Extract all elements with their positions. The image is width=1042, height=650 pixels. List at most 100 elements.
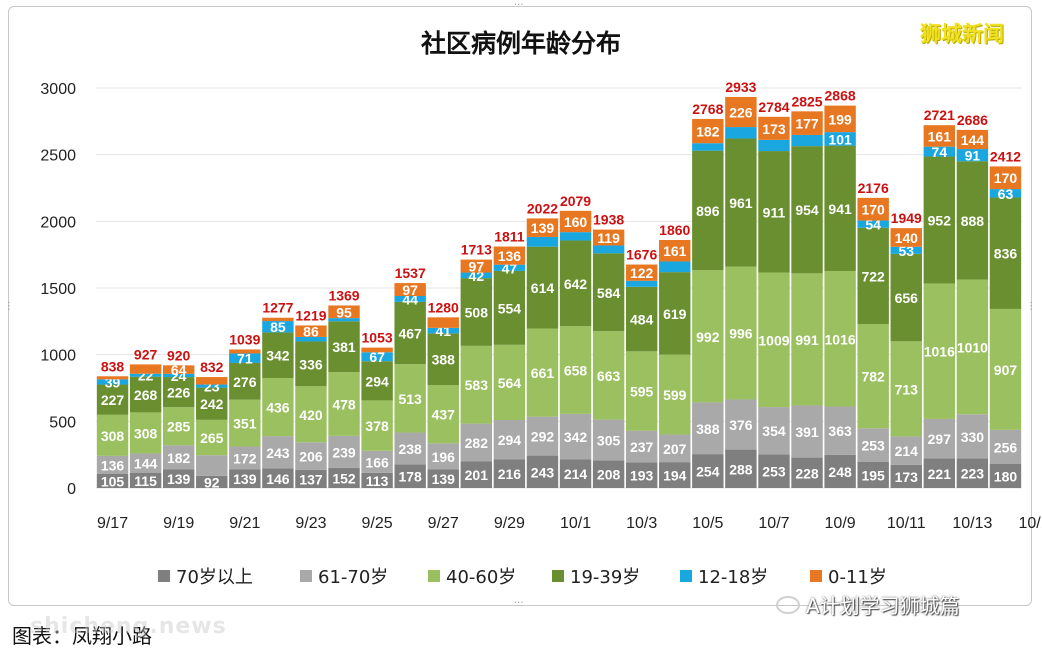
bar-segment-19-39岁-10/3 bbox=[625, 286, 658, 352]
data-label: 105 bbox=[101, 474, 125, 490]
data-label: 437 bbox=[432, 407, 456, 423]
bar-segment-70岁以上-9/22 bbox=[262, 468, 294, 488]
bar-segment-0-11岁-10/1 bbox=[559, 210, 592, 233]
bar-segment-70岁以上-10/11 bbox=[890, 464, 922, 488]
data-label: 136 bbox=[498, 248, 522, 264]
bar-segment-12-18岁-9/28 bbox=[460, 272, 493, 279]
data-label: 214 bbox=[564, 466, 588, 482]
bar-segment-70岁以上-10/12 bbox=[923, 458, 956, 488]
bar-segment-40-60岁-10/9 bbox=[824, 271, 856, 407]
bar-segment-61-70岁-9/17 bbox=[96, 455, 129, 474]
data-label: 336 bbox=[299, 356, 323, 372]
bar-segment-70岁以上-9/28 bbox=[460, 461, 493, 488]
data-label: 378 bbox=[365, 418, 389, 434]
data-label: 193 bbox=[630, 468, 654, 484]
bar-segment-0-11岁-10/8 bbox=[791, 111, 823, 135]
x-tick-label: 9/21 bbox=[229, 515, 260, 532]
bar-segment-0-11岁-9/21 bbox=[229, 349, 261, 354]
bar-segment-12-18岁-10/11 bbox=[890, 246, 922, 254]
bar-segment-19-39岁-9/22 bbox=[262, 332, 294, 378]
bar-segment-61-70岁-10/7 bbox=[758, 407, 790, 455]
bar-segment-61-70岁-10/12 bbox=[923, 418, 956, 459]
total-label: 2721 bbox=[924, 107, 955, 123]
bar-segment-12-18岁-9/17 bbox=[96, 379, 129, 385]
bar-segment-0-11岁-10/7 bbox=[758, 116, 790, 140]
resize-handle-bottom[interactable]: ··· bbox=[514, 598, 524, 609]
bar-segment-19-39岁-10/6 bbox=[725, 138, 757, 267]
data-label: 513 bbox=[398, 391, 422, 407]
data-label: 201 bbox=[465, 467, 489, 483]
data-label: 661 bbox=[531, 365, 555, 381]
total-label: 1949 bbox=[891, 210, 922, 226]
bar-segment-0-11岁-9/24 bbox=[328, 305, 360, 319]
bar-segment-19-39岁-10/9 bbox=[824, 145, 856, 272]
resize-handle-left[interactable]: ⋮ bbox=[4, 301, 14, 312]
bar-segment-12-18岁-9/22 bbox=[262, 321, 294, 333]
x-tick-label: 9/17 bbox=[97, 515, 128, 532]
data-label: 941 bbox=[828, 201, 852, 217]
bar-segment-0-11岁-10/3 bbox=[625, 264, 658, 281]
data-label: 122 bbox=[630, 265, 654, 281]
bar-segment-70岁以上-10/5 bbox=[692, 454, 724, 488]
bar-segment-19-39岁-10/5 bbox=[692, 150, 724, 271]
legend-swatch-19-39岁 bbox=[552, 570, 564, 582]
data-label: 285 bbox=[167, 419, 191, 435]
data-label: 227 bbox=[101, 392, 125, 408]
data-label: 182 bbox=[167, 450, 191, 466]
bar-segment-40-60岁-10/4 bbox=[659, 354, 691, 435]
legend-label: 12-18岁 bbox=[698, 567, 768, 588]
legend-label: 0-11岁 bbox=[828, 567, 887, 588]
x-tick-label: 9/19 bbox=[163, 515, 194, 532]
bar-segment-12-18岁-10/10 bbox=[857, 220, 889, 228]
data-label: 1009 bbox=[758, 332, 789, 348]
data-label: 376 bbox=[729, 417, 753, 433]
data-label: 137 bbox=[299, 471, 323, 487]
bar-segment-70岁以上-9/18 bbox=[129, 472, 162, 488]
data-label: 782 bbox=[861, 369, 885, 385]
y-tick-label: 3000 bbox=[40, 81, 76, 98]
data-label: 170 bbox=[994, 170, 1018, 186]
bar-segment-12-18岁-10/13 bbox=[956, 149, 989, 162]
data-label: 182 bbox=[696, 124, 720, 140]
data-label: 888 bbox=[961, 213, 985, 229]
bar-segment-19-39岁-9/19 bbox=[162, 377, 195, 408]
data-label: 92 bbox=[204, 474, 220, 490]
resize-handle-right[interactable]: ⋮ bbox=[1026, 301, 1036, 312]
bar-segment-70岁以上-9/30 bbox=[526, 455, 559, 488]
data-label: 1010 bbox=[957, 339, 988, 355]
bar-segment-12-18岁-10/9 bbox=[824, 132, 856, 146]
bar-segment-19-39岁-9/30 bbox=[526, 246, 559, 329]
bar-segment-70岁以上-9/20 bbox=[196, 475, 228, 488]
brand-logo: 狮城新闻 bbox=[920, 22, 1004, 46]
bar-segment-0-11岁-9/30 bbox=[526, 218, 559, 237]
x-tick-label: 10/3 bbox=[626, 515, 657, 532]
data-label: 420 bbox=[299, 407, 323, 423]
bar-segment-70岁以上-10/7 bbox=[758, 454, 790, 488]
data-label: 139 bbox=[531, 220, 555, 236]
bar-segment-70岁以上-10/2 bbox=[592, 460, 625, 488]
data-label: 294 bbox=[498, 432, 522, 448]
data-label: 113 bbox=[366, 473, 389, 489]
total-label: 2412 bbox=[990, 148, 1021, 164]
resize-handle-top[interactable]: ··· bbox=[514, 0, 524, 11]
bar-segment-70岁以上-10/9 bbox=[824, 454, 856, 488]
bar-segment-40-60岁-10/2 bbox=[592, 331, 625, 420]
bar-segment-12-18岁-10/6 bbox=[725, 127, 757, 139]
bar-segment-19-39岁-10/13 bbox=[956, 161, 989, 280]
data-label: 330 bbox=[961, 429, 985, 445]
data-label: 305 bbox=[597, 432, 621, 448]
bar-segment-0-11岁-9/18 bbox=[129, 364, 162, 374]
data-label: 961 bbox=[729, 195, 753, 211]
bar-segment-0-11岁-9/28 bbox=[460, 259, 493, 273]
bar-segment-40-60岁-9/21 bbox=[229, 399, 261, 447]
bar-segment-61-70岁-10/11 bbox=[890, 436, 922, 465]
bar-segment-40-60岁-9/27 bbox=[427, 385, 459, 444]
total-label: 1811 bbox=[494, 229, 525, 245]
chart-credit: 图表：凤翔小路 bbox=[12, 624, 152, 648]
data-label: 196 bbox=[432, 449, 456, 465]
bar-segment-40-60岁-10/10 bbox=[857, 324, 889, 429]
data-label: 554 bbox=[498, 300, 522, 316]
bar-segment-0-11岁-10/6 bbox=[725, 96, 757, 128]
total-label: 2933 bbox=[725, 79, 756, 95]
